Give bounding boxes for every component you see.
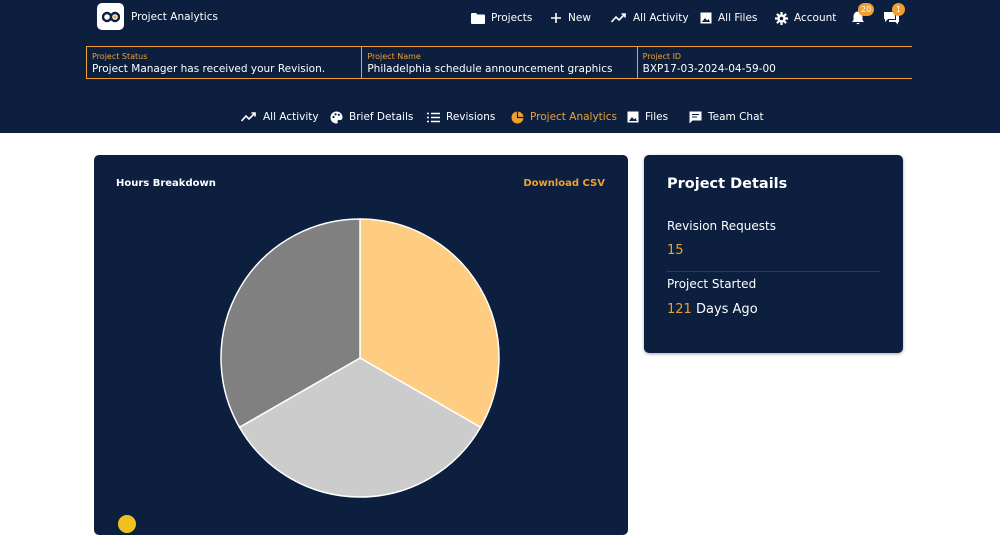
chat-icon bbox=[689, 111, 702, 123]
pie-icon bbox=[511, 111, 524, 123]
legend-marker bbox=[118, 515, 136, 533]
logo-icon bbox=[101, 11, 120, 22]
project-status-value: Project Manager has received your Revisi… bbox=[92, 63, 326, 75]
image-icon bbox=[627, 111, 639, 123]
project-status: Project Status Project Manager has recei… bbox=[86, 47, 361, 78]
project-info-bar: Project Status Project Manager has recei… bbox=[86, 46, 912, 79]
project-id: Project ID BXP17-03-2024-04-59-00 bbox=[636, 47, 912, 78]
nav-account[interactable]: Account bbox=[775, 9, 836, 27]
messages-badge: 1 bbox=[892, 3, 905, 16]
nav-new[interactable]: New bbox=[550, 9, 591, 27]
tab-team-chat-label: Team Chat bbox=[708, 111, 764, 123]
download-csv-link[interactable]: Download CSV bbox=[523, 178, 605, 189]
list-icon bbox=[427, 112, 440, 122]
project-name-value: Philadelphia schedule announcement graph… bbox=[367, 63, 613, 75]
tab-team-chat[interactable]: Team Chat bbox=[689, 107, 764, 127]
tab-brief-details-label: Brief Details bbox=[349, 111, 414, 123]
messages-button[interactable]: 1 bbox=[882, 3, 905, 28]
pie-slice-3[interactable] bbox=[220, 218, 361, 429]
tab-files[interactable]: Files bbox=[627, 107, 668, 127]
app-title: Project Analytics bbox=[131, 11, 218, 23]
folder-icon bbox=[471, 13, 485, 24]
project-status-label: Project Status bbox=[92, 52, 148, 61]
project-name-label: Project Name bbox=[367, 52, 421, 61]
project-name: Project Name Philadelphia schedule annou… bbox=[361, 47, 636, 78]
nav-all-files[interactable]: All Files bbox=[700, 9, 757, 27]
nav-all-files-label: All Files bbox=[718, 12, 758, 24]
gear-icon bbox=[775, 11, 788, 25]
project-started-number: 121 bbox=[667, 302, 692, 317]
project-started-label: Project Started bbox=[667, 277, 757, 291]
tab-project-analytics-label: Project Analytics bbox=[530, 111, 617, 123]
tab-all-activity[interactable]: All Activity bbox=[241, 107, 319, 127]
tab-brief-details[interactable]: Brief Details bbox=[330, 107, 413, 127]
nav-all-activity-label: All Activity bbox=[633, 12, 689, 24]
trend-icon bbox=[241, 112, 256, 122]
project-started-suffix: Days Ago bbox=[695, 302, 758, 317]
nav-projects-label: Projects bbox=[491, 12, 533, 24]
hours-pie-chart bbox=[220, 218, 500, 498]
hours-breakdown-title: Hours Breakdown bbox=[116, 178, 216, 189]
pie-slice-1[interactable] bbox=[359, 218, 500, 429]
project-details-card: Project Details Revision Requests 15 Pro… bbox=[644, 155, 903, 353]
tab-revisions[interactable]: Revisions bbox=[427, 107, 495, 127]
nav-all-activity[interactable]: All Activity bbox=[611, 9, 689, 27]
tab-files-label: Files bbox=[645, 111, 669, 123]
revision-requests-label: Revision Requests bbox=[667, 219, 776, 233]
project-tabs: All Activity Brief Details Revisions Pro… bbox=[0, 107, 1000, 127]
details-divider bbox=[667, 271, 880, 272]
nav-projects[interactable]: Projects bbox=[471, 9, 532, 27]
trend-icon bbox=[611, 13, 626, 23]
tab-all-activity-label: All Activity bbox=[263, 111, 319, 123]
nav-new-label: New bbox=[568, 12, 591, 24]
revision-requests-value: 15 bbox=[667, 243, 684, 258]
notifications-badge: 20 bbox=[858, 3, 875, 16]
project-id-value: BXP17-03-2024-04-59-00 bbox=[642, 63, 776, 75]
hours-breakdown-card: Hours Breakdown Download CSV bbox=[94, 155, 628, 535]
image-icon bbox=[700, 12, 712, 24]
tab-revisions-label: Revisions bbox=[446, 111, 496, 123]
palette-icon bbox=[330, 111, 343, 123]
project-started-value: 121 Days Ago bbox=[667, 302, 758, 317]
header: Project Analytics Projects New All Activ… bbox=[0, 0, 1000, 133]
notifications-button[interactable]: 20 bbox=[849, 3, 875, 28]
chat-icon bbox=[884, 12, 899, 25]
project-details-title: Project Details bbox=[667, 176, 788, 192]
app-logo[interactable] bbox=[97, 3, 124, 30]
tab-project-analytics[interactable]: Project Analytics bbox=[511, 107, 617, 127]
plus-icon bbox=[551, 13, 561, 23]
nav-account-label: Account bbox=[794, 12, 837, 24]
project-id-label: Project ID bbox=[642, 52, 682, 61]
